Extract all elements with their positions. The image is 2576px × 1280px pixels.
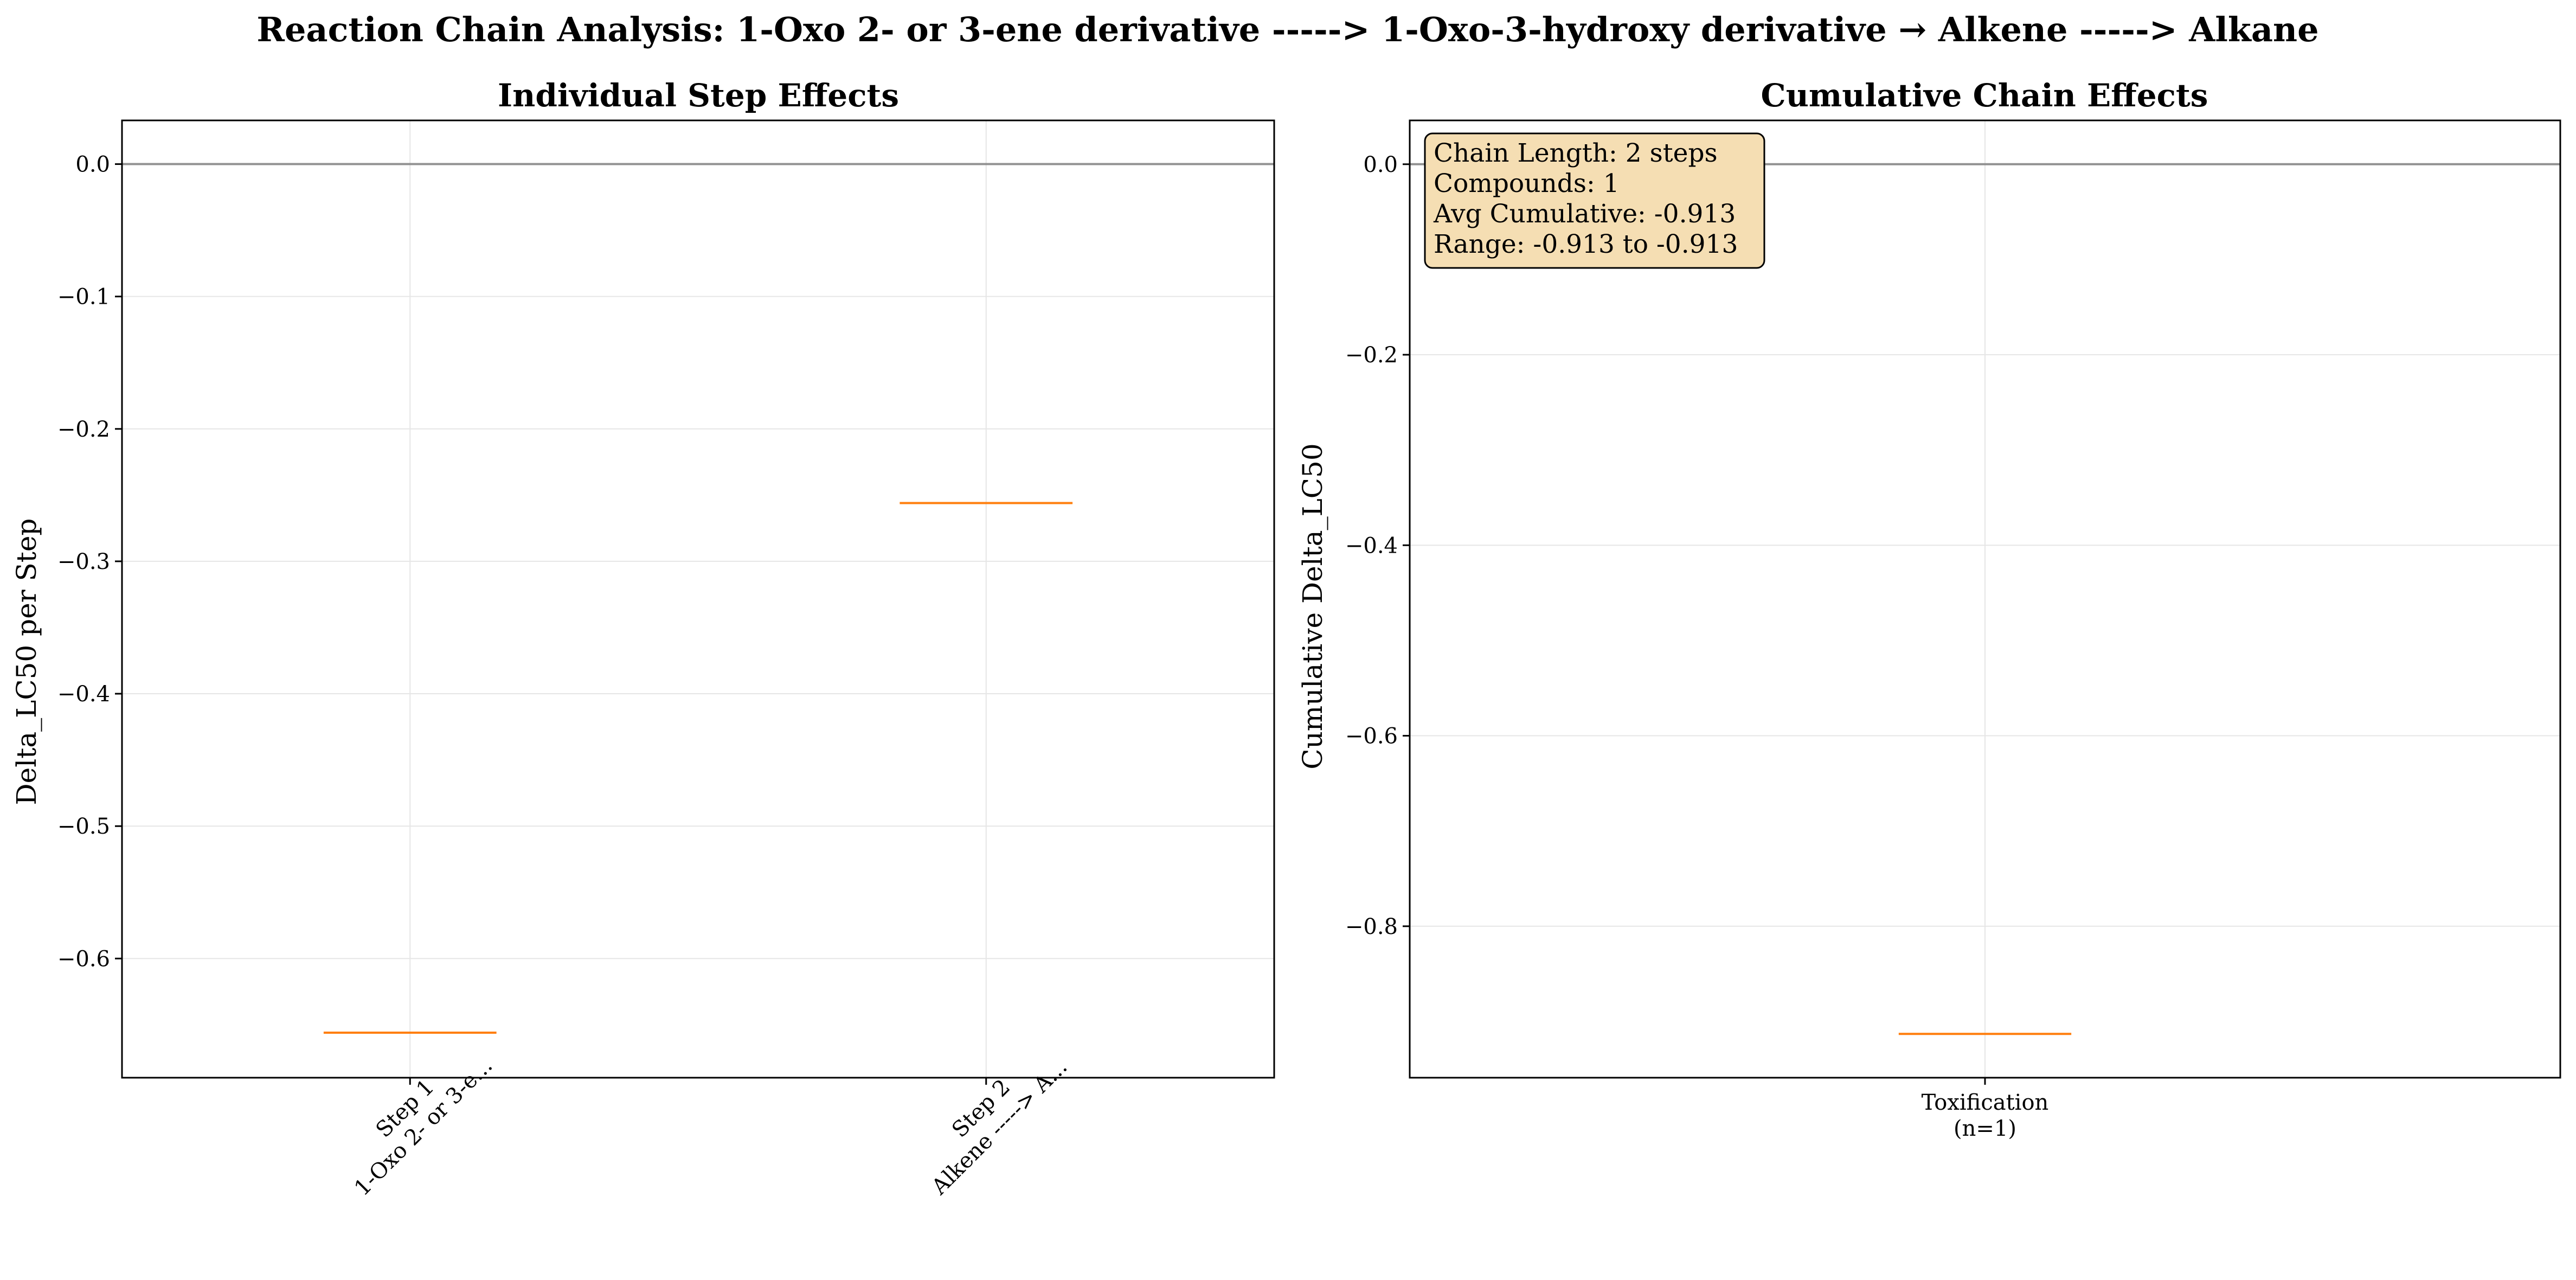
cumulative-xtick-label: Toxification bbox=[1922, 1090, 2049, 1115]
step-effects-yticks: 0.0 −0.1 −0.2 −0.3 −0.4 −0.5 −0.6 bbox=[57, 152, 122, 971]
cumulative-ytick-label: −0.8 bbox=[1345, 914, 1398, 939]
info-avg-cumulative: Avg Cumulative: -0.913 bbox=[1433, 199, 1736, 229]
info-range: Range: -0.913 to -0.913 bbox=[1434, 229, 1738, 259]
info-box-background bbox=[1424, 132, 1765, 269]
cumulative-info-box: Chain Length: 2 steps Compounds: 1 Avg C… bbox=[1424, 132, 1765, 269]
cumulative-yticks: 0.0 −0.2 −0.4 −0.6 −0.8 bbox=[1345, 152, 1410, 939]
step-effects-title: Individual Step Effects bbox=[498, 77, 899, 114]
cumulative-panel: Cumulative Chain Effects Cumulative Delt… bbox=[1297, 77, 2561, 1141]
step-effects-ytick-label: −0.3 bbox=[57, 549, 110, 574]
cumulative-ytick-label: 0.0 bbox=[1363, 152, 1398, 177]
step-effects-ytick-label: −0.6 bbox=[57, 946, 110, 971]
step-effects-ytick-label: −0.2 bbox=[57, 417, 110, 442]
info-compounds: Compounds: 1 bbox=[1434, 169, 1620, 199]
info-chain-length: Chain Length: 2 steps bbox=[1434, 138, 1718, 168]
figure-suptitle: Reaction Chain Analysis: 1-Oxo 2- or 3-e… bbox=[256, 10, 2318, 49]
step-effects-ylabel: Delta_LC50 per Step bbox=[11, 519, 42, 805]
cumulative-ytick-label: −0.6 bbox=[1345, 724, 1398, 749]
step-effects-medians bbox=[323, 502, 1073, 1034]
cumulative-ytick-label: −0.4 bbox=[1345, 533, 1398, 558]
cumulative-title: Cumulative Chain Effects bbox=[1761, 77, 2208, 114]
cumulative-xticks: Toxification(n=1) bbox=[1922, 1078, 2049, 1141]
cumulative-ylabel: Cumulative Delta_LC50 bbox=[1297, 443, 1328, 769]
step-effects-ytick-label: 0.0 bbox=[75, 152, 110, 177]
cumulative-ytick-label: −0.2 bbox=[1345, 343, 1398, 368]
step-effects-ytick-label: −0.5 bbox=[57, 814, 110, 839]
cumulative-xtick-label: (n=1) bbox=[1954, 1116, 2016, 1141]
step-effects-ytick-label: −0.4 bbox=[57, 682, 110, 707]
step-effects-axes-frame bbox=[121, 119, 1275, 1079]
step-effects-ytick-label: −0.1 bbox=[57, 285, 110, 310]
